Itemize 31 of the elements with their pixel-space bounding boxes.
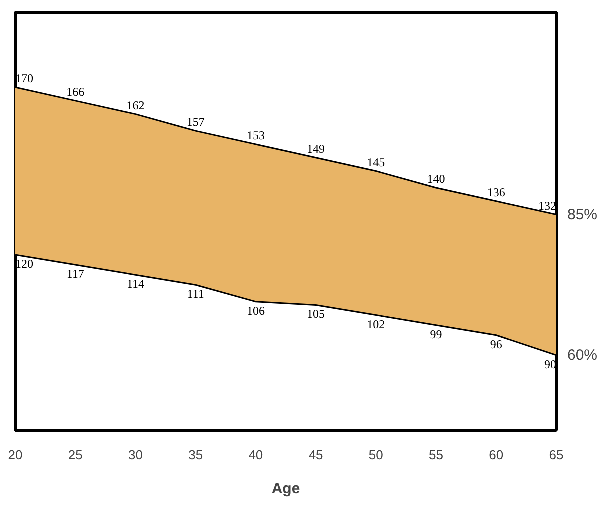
x-tick-label: 20 bbox=[8, 448, 23, 462]
x-tick-label: 45 bbox=[308, 448, 324, 462]
data-label: 106 bbox=[246, 304, 265, 318]
data-label: 140 bbox=[427, 172, 446, 186]
data-label: 96 bbox=[490, 337, 502, 352]
data-label: 145 bbox=[367, 155, 386, 170]
data-label: 117 bbox=[66, 267, 84, 282]
x-tick-label: 55 bbox=[429, 448, 444, 462]
series-label: 85% bbox=[568, 206, 598, 224]
x-tick-label: 35 bbox=[188, 448, 204, 462]
data-label: 157 bbox=[186, 115, 205, 130]
x-tick-label: 30 bbox=[128, 448, 143, 462]
data-label: 105 bbox=[307, 307, 326, 322]
x-tick-label: 50 bbox=[368, 448, 384, 462]
data-label: 153 bbox=[246, 128, 265, 142]
x-axis-title: Age bbox=[272, 480, 300, 498]
x-tick-label: 40 bbox=[248, 448, 264, 462]
data-label: 166 bbox=[66, 84, 85, 99]
data-label: 162 bbox=[126, 98, 145, 112]
data-label: 102 bbox=[367, 317, 386, 332]
data-label: 170 bbox=[16, 72, 34, 86]
data-label: 136 bbox=[487, 185, 506, 200]
x-tick-label: 65 bbox=[549, 448, 564, 462]
x-tick-label: 60 bbox=[489, 448, 504, 462]
data-label: 111 bbox=[187, 287, 204, 302]
data-label: 120 bbox=[16, 256, 34, 271]
data-label: 99 bbox=[430, 327, 442, 342]
data-label: 149 bbox=[307, 142, 326, 156]
x-tick-label: 25 bbox=[68, 448, 83, 462]
series-label: 60% bbox=[568, 346, 598, 364]
data-label: 114 bbox=[126, 277, 145, 292]
